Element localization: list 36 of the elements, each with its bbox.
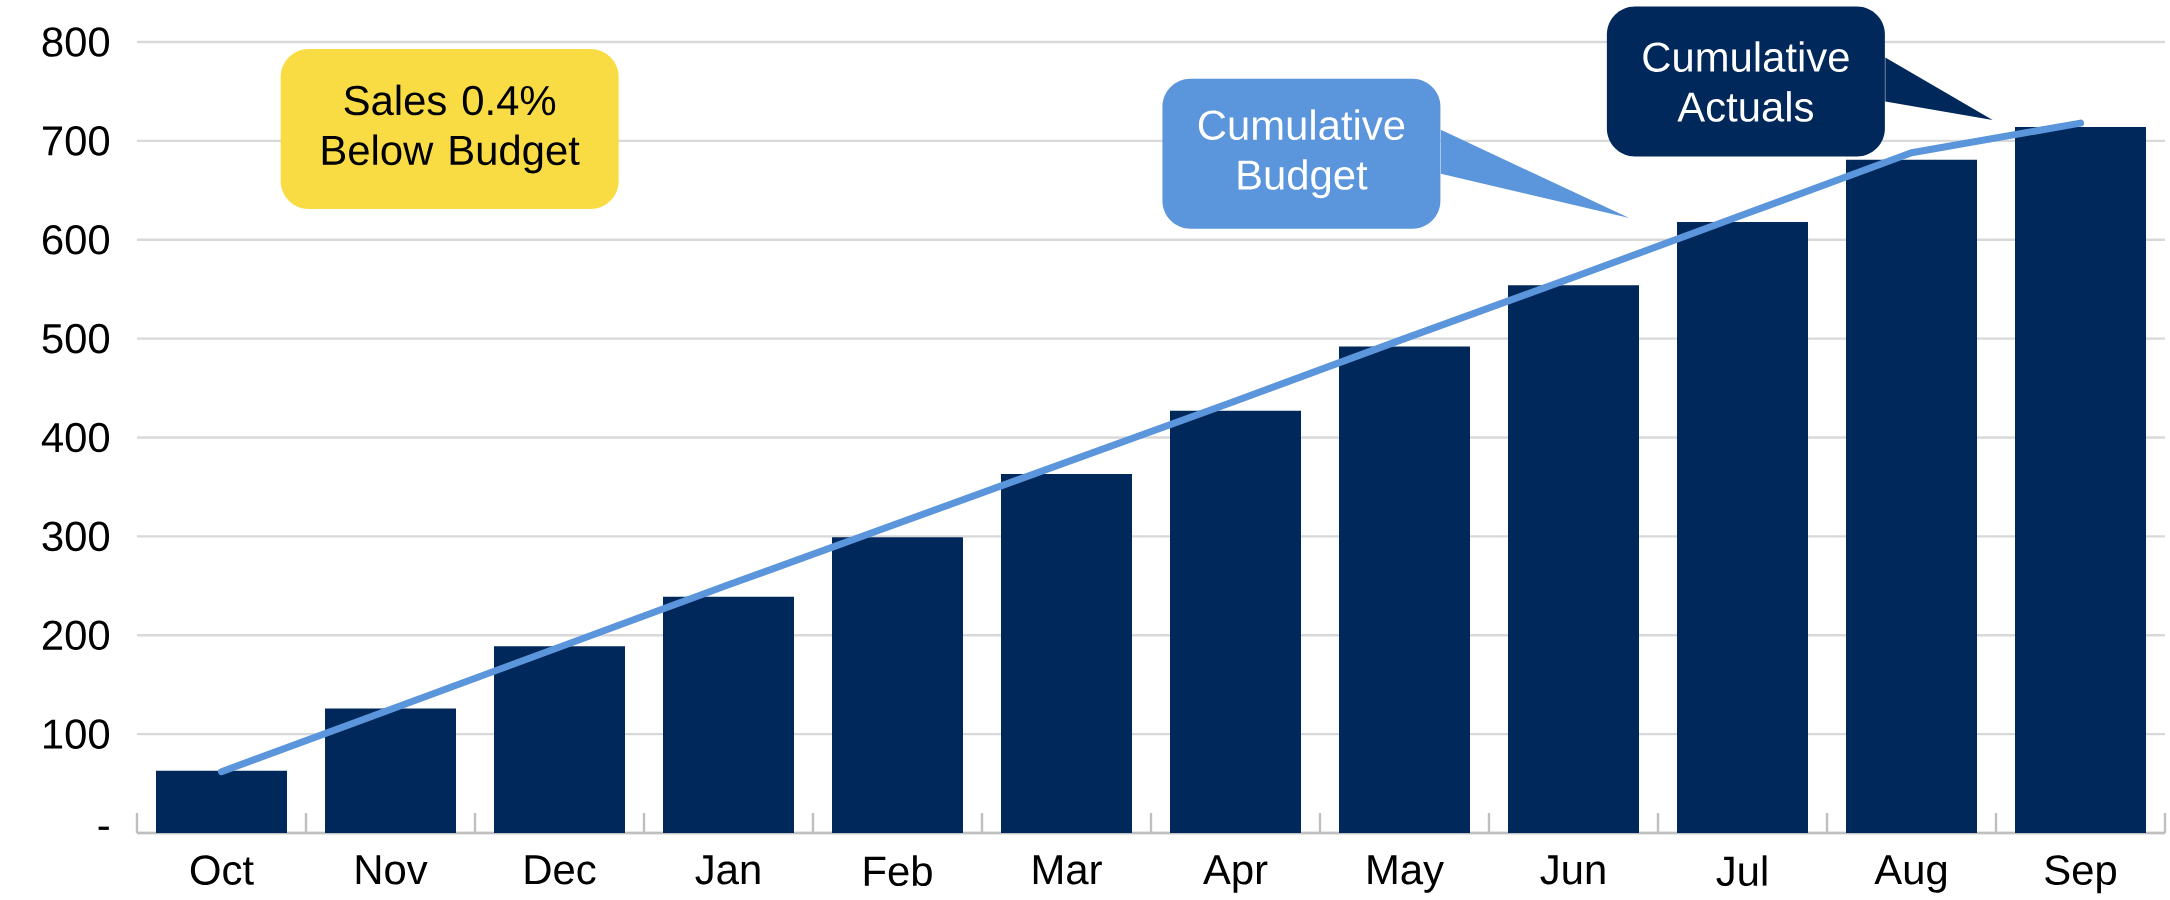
x-tick-label: Sep bbox=[2045, 855, 2116, 894]
x-tick-label: May bbox=[1368, 855, 1444, 893]
x-tick-label: Oct bbox=[190, 855, 254, 885]
x-tick-label: Jan bbox=[695, 855, 760, 885]
bar bbox=[1170, 410, 1301, 833]
y-tick-label: 600 bbox=[43, 224, 110, 255]
y-tick-label: 400 bbox=[41, 422, 110, 453]
x-tick-label: Feb bbox=[864, 855, 932, 887]
bar bbox=[1508, 285, 1640, 833]
annotation: Sales 0.4% Below Budget bbox=[322, 84, 580, 174]
bar bbox=[1677, 221, 1809, 833]
x-tick-label: Jul bbox=[1716, 855, 1767, 887]
bar bbox=[325, 708, 456, 833]
x-tick-label: Dec bbox=[525, 855, 596, 885]
x-tick-label: Mar bbox=[1033, 855, 1102, 885]
y-tick-label: 500 bbox=[42, 323, 110, 354]
x-tick-label: Apr bbox=[1203, 855, 1268, 893]
bar bbox=[663, 596, 794, 833]
y-tick-label: 200 bbox=[42, 620, 110, 651]
x-tick-label: Aug bbox=[1874, 855, 1947, 893]
x-tick-label: Nov bbox=[356, 855, 428, 885]
bar bbox=[2015, 127, 2147, 833]
y-tick-label: - bbox=[98, 826, 109, 830]
bar bbox=[494, 646, 625, 833]
legend-label: Cumulative Actuals bbox=[1643, 41, 1849, 122]
y-tick-label: 100 bbox=[44, 719, 110, 749]
legend-label: Cumulative Budget bbox=[1198, 109, 1405, 199]
bar bbox=[832, 537, 963, 833]
bar bbox=[1001, 474, 1132, 833]
y-tick-label: 800 bbox=[42, 27, 110, 57]
bar bbox=[156, 770, 287, 833]
y-tick-label: 300 bbox=[42, 521, 110, 552]
bar bbox=[1846, 159, 1978, 833]
y-tick-label: 700 bbox=[43, 126, 110, 156]
x-tick-label: Jun bbox=[1540, 855, 1605, 885]
bar bbox=[1339, 346, 1470, 833]
